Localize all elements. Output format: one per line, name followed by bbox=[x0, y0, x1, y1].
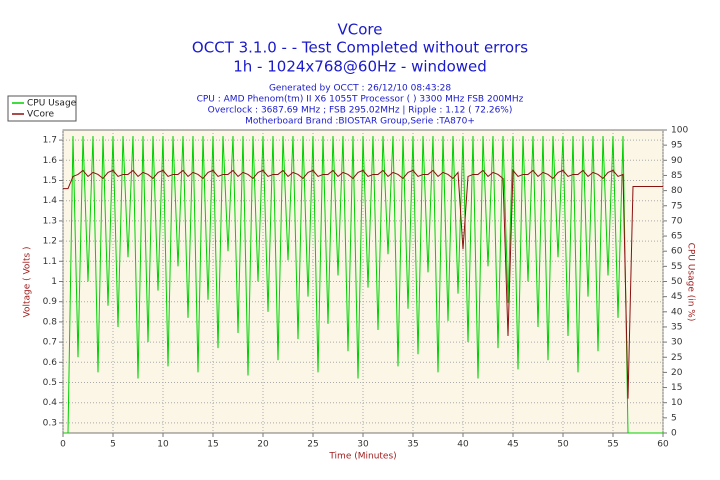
y-tick-label: 0.3 bbox=[43, 418, 57, 428]
y2-axis-label: CPU Usage (in %) bbox=[686, 243, 696, 322]
y2-tick-label: 100 bbox=[671, 126, 688, 136]
y2-tick-label: 55 bbox=[671, 262, 682, 272]
x-tick-label: 20 bbox=[257, 440, 269, 450]
y-tick-label: 0.6 bbox=[43, 358, 58, 368]
y-tick-label: 0.9 bbox=[43, 297, 58, 307]
y2-tick-label: 95 bbox=[671, 141, 682, 151]
x-tick-label: 50 bbox=[557, 440, 569, 450]
legend-label: VCore bbox=[27, 110, 54, 120]
y-tick-label: 1.2 bbox=[43, 237, 57, 247]
y2-tick-label: 45 bbox=[671, 292, 682, 302]
x-tick-label: 30 bbox=[357, 440, 369, 450]
y2-tick-label: 80 bbox=[671, 186, 683, 196]
x-tick-label: 60 bbox=[657, 440, 669, 450]
y2-tick-label: 15 bbox=[671, 383, 682, 393]
info: Overclock : 3687.69 MHz ; FSB 295.02MHz … bbox=[208, 106, 513, 116]
y2-tick-label: 60 bbox=[671, 247, 683, 257]
x-tick-label: 15 bbox=[207, 440, 218, 450]
y-tick-label: 0.8 bbox=[43, 317, 58, 327]
x-tick-label: 10 bbox=[157, 440, 169, 450]
x-tick-label: 25 bbox=[307, 440, 318, 450]
series-line bbox=[63, 169, 663, 399]
x-tick-label: 55 bbox=[607, 440, 618, 450]
y2-tick-label: 85 bbox=[671, 171, 682, 181]
y-axis-label: Voltage ( Volts ) bbox=[23, 246, 33, 317]
info: Motherboard Brand :BIOSTAR Group,Serie :… bbox=[245, 117, 475, 127]
x-tick-label: 35 bbox=[407, 440, 418, 450]
y2-tick-label: 40 bbox=[671, 307, 683, 317]
series-line bbox=[63, 136, 663, 434]
y-tick-label: 1 bbox=[51, 277, 57, 287]
legend-label: CPU Usage bbox=[27, 99, 77, 109]
legend bbox=[7, 95, 77, 122]
y-tick-label: 1.4 bbox=[43, 196, 58, 206]
y2-tick-label: 30 bbox=[671, 338, 683, 348]
y2-tick-label: 0 bbox=[671, 429, 677, 439]
chart-title: VCore bbox=[338, 21, 383, 39]
x-tick-label: 0 bbox=[60, 440, 66, 450]
subtitle: OCCT 3.1.0 - - Test Completed without er… bbox=[192, 39, 528, 57]
x-axis-label: Time (Minutes) bbox=[328, 452, 396, 462]
y-tick-label: 1.5 bbox=[43, 176, 57, 186]
y-tick-label: 1.7 bbox=[43, 136, 57, 146]
y2-tick-label: 65 bbox=[671, 232, 682, 242]
y2-tick-label: 75 bbox=[671, 201, 682, 211]
y-tick-label: 1.3 bbox=[43, 216, 57, 226]
subtitle: 1h - 1024x768@60Hz - windowed bbox=[233, 58, 487, 76]
y2-tick-label: 35 bbox=[671, 322, 682, 332]
info: CPU : AMD Phenom(tm) II X6 1055T Process… bbox=[197, 95, 524, 105]
y2-tick-label: 20 bbox=[671, 368, 683, 378]
info: Generated by OCCT : 26/12/10 08:43:28 bbox=[269, 84, 451, 94]
y2-tick-label: 90 bbox=[671, 156, 683, 166]
y-tick-label: 0.5 bbox=[43, 378, 57, 388]
y2-tick-label: 25 bbox=[671, 353, 682, 363]
y2-tick-label: 70 bbox=[671, 216, 683, 226]
y-tick-label: 0.4 bbox=[43, 398, 58, 408]
y2-tick-label: 5 bbox=[671, 413, 677, 423]
y2-tick-label: 10 bbox=[671, 398, 683, 408]
y-tick-label: 1.1 bbox=[43, 257, 57, 267]
y-tick-label: 1.6 bbox=[43, 156, 58, 166]
y2-tick-label: 50 bbox=[671, 277, 683, 287]
x-tick-label: 5 bbox=[110, 440, 116, 450]
x-tick-label: 40 bbox=[457, 440, 469, 450]
y-tick-label: 0.7 bbox=[43, 338, 57, 348]
x-tick-label: 45 bbox=[507, 440, 518, 450]
